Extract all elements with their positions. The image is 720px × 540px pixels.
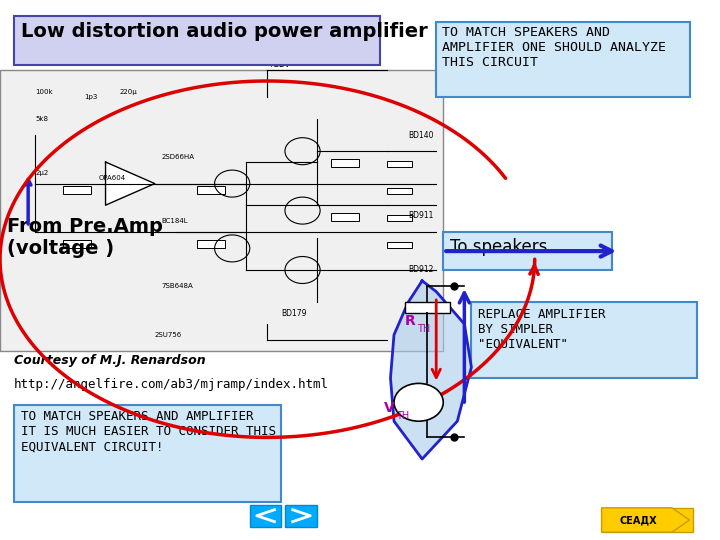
Text: 100k: 100k xyxy=(35,89,53,95)
Text: 5k8: 5k8 xyxy=(35,116,48,122)
Text: R: R xyxy=(405,314,415,328)
Text: 2SU756: 2SU756 xyxy=(155,332,182,338)
FancyBboxPatch shape xyxy=(285,505,317,526)
Text: From Pre.Amp
(voltage ): From Pre.Amp (voltage ) xyxy=(7,217,163,258)
Text: CEAДX: CEAДX xyxy=(619,515,657,525)
Circle shape xyxy=(394,383,444,421)
FancyBboxPatch shape xyxy=(63,186,91,194)
FancyBboxPatch shape xyxy=(387,161,412,167)
FancyBboxPatch shape xyxy=(0,70,444,351)
FancyBboxPatch shape xyxy=(436,22,690,97)
FancyArrow shape xyxy=(601,508,690,532)
FancyBboxPatch shape xyxy=(330,159,359,167)
FancyBboxPatch shape xyxy=(250,505,282,526)
FancyBboxPatch shape xyxy=(387,242,412,248)
Text: Low distortion audio power amplifier: Low distortion audio power amplifier xyxy=(21,22,428,40)
Text: TO MATCH SPEAKERS AND
AMPLIFIER ONE SHOULD ANALYZE
THIS CIRCUIT: TO MATCH SPEAKERS AND AMPLIFIER ONE SHOU… xyxy=(442,26,666,69)
FancyBboxPatch shape xyxy=(387,188,412,194)
Text: REPLACE AMPLIFIER
BY SIMPLER
"EQUIVALENT": REPLACE AMPLIFIER BY SIMPLER "EQUIVALENT… xyxy=(478,308,606,351)
Text: 220μ: 220μ xyxy=(120,89,138,95)
Text: BD912: BD912 xyxy=(408,266,433,274)
FancyBboxPatch shape xyxy=(601,508,693,532)
Text: 1p3: 1p3 xyxy=(84,94,98,100)
FancyBboxPatch shape xyxy=(405,302,450,313)
Text: TH: TH xyxy=(417,325,431,334)
Text: BD179: BD179 xyxy=(282,309,307,318)
Text: TH: TH xyxy=(396,411,410,421)
FancyBboxPatch shape xyxy=(330,213,359,221)
Text: Courtesy of M.J. Renardson: Courtesy of M.J. Renardson xyxy=(14,354,206,367)
FancyBboxPatch shape xyxy=(63,240,91,248)
FancyBboxPatch shape xyxy=(387,215,412,221)
FancyBboxPatch shape xyxy=(14,16,380,65)
Text: TO MATCH SPEAKERS AND AMPLIFIER
IT IS MUCH EASIER TO CONSIDER THIS
EQUIVALENT CI: TO MATCH SPEAKERS AND AMPLIFIER IT IS MU… xyxy=(21,410,276,454)
Text: BD911: BD911 xyxy=(408,212,433,220)
Polygon shape xyxy=(390,281,472,459)
Text: BC184L: BC184L xyxy=(162,218,189,225)
Text: BD140: BD140 xyxy=(408,131,433,139)
Polygon shape xyxy=(106,162,155,205)
Text: V: V xyxy=(384,401,394,415)
FancyBboxPatch shape xyxy=(197,186,225,194)
FancyBboxPatch shape xyxy=(197,240,225,248)
Text: OPA604: OPA604 xyxy=(99,175,125,181)
Text: +22V: +22V xyxy=(267,60,290,69)
Text: http://angelfire.com/ab3/mjramp/index.html: http://angelfire.com/ab3/mjramp/index.ht… xyxy=(14,378,329,391)
FancyBboxPatch shape xyxy=(444,232,612,270)
FancyBboxPatch shape xyxy=(14,405,282,502)
Text: 7SB648A: 7SB648A xyxy=(162,283,194,289)
Text: 2SD66HA: 2SD66HA xyxy=(162,153,195,160)
Text: 2μ2: 2μ2 xyxy=(35,170,48,176)
Text: To speakers: To speakers xyxy=(450,238,548,255)
FancyBboxPatch shape xyxy=(472,302,696,378)
